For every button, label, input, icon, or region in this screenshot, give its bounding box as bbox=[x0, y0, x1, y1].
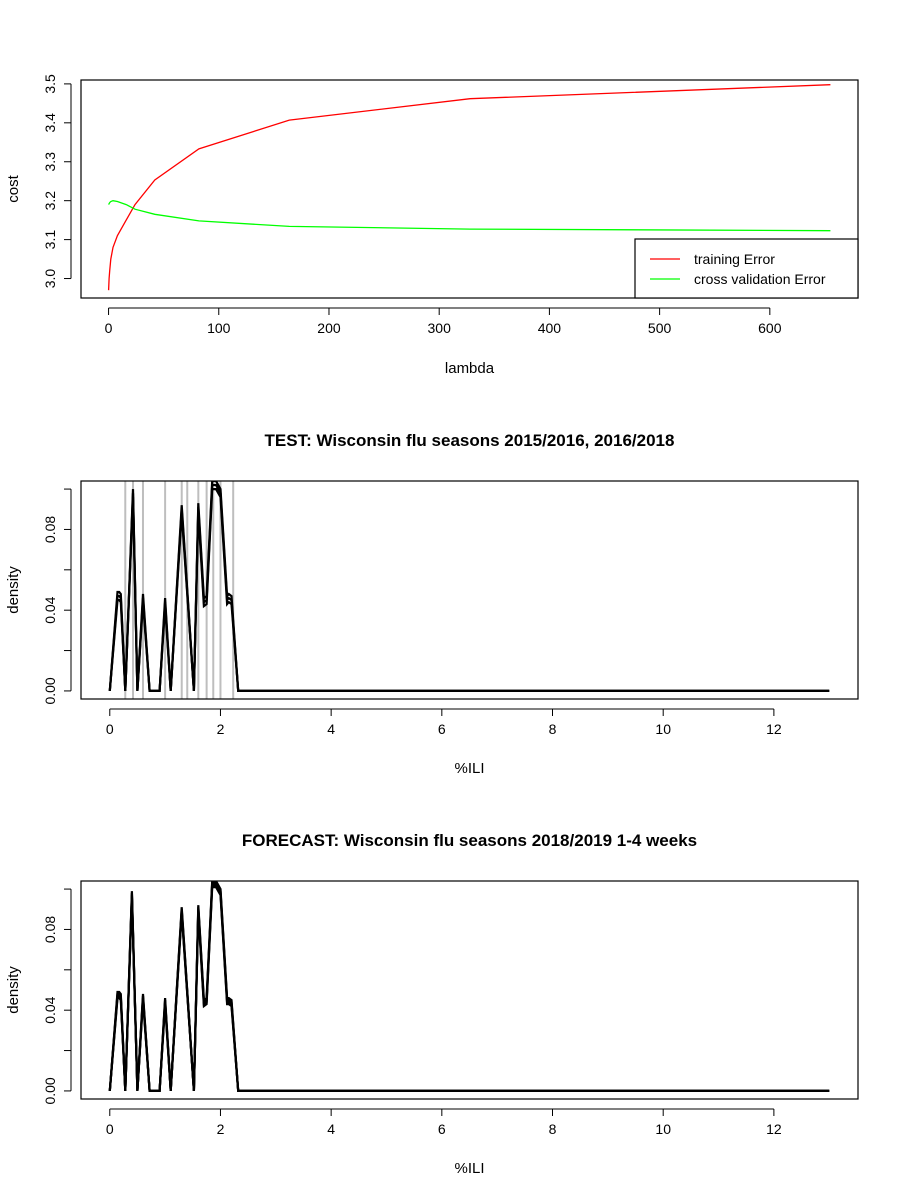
x-tick-label: 12 bbox=[766, 1121, 782, 1137]
x-tick-label: 4 bbox=[327, 1121, 335, 1137]
density-line bbox=[108, 883, 830, 1093]
y-tick-label: 3.2 bbox=[42, 191, 58, 211]
x-tick-label: 12 bbox=[766, 721, 782, 737]
plot-area bbox=[108, 481, 830, 699]
x-tick-label: 4 bbox=[327, 721, 335, 737]
x-tick-label: 500 bbox=[648, 320, 672, 336]
density-line bbox=[108, 481, 830, 693]
y-tick-label: 3.1 bbox=[42, 230, 58, 250]
density-line bbox=[108, 483, 830, 693]
chart-panel-2: TEST: Wisconsin flu seasons 2015/2016, 2… bbox=[5, 431, 859, 777]
x-tick-label: 400 bbox=[538, 320, 562, 336]
x-tick-label: 10 bbox=[655, 1121, 671, 1137]
x-axis-label: %ILI bbox=[454, 760, 484, 777]
density-line bbox=[108, 881, 830, 1093]
x-axis-label: %ILI bbox=[454, 1160, 484, 1177]
density-line bbox=[108, 488, 830, 693]
legend-box bbox=[634, 238, 859, 299]
x-axis-label: lambda bbox=[445, 360, 495, 377]
chart-panel-1: 0 100 200 300 400 500 600 lambda 3.0 3.1 3.2 3.3 3.4… bbox=[5, 74, 859, 377]
y-tick-label: 3.4 bbox=[42, 113, 58, 133]
plot-frame bbox=[80, 79, 859, 299]
x-tick-label: 200 bbox=[317, 320, 341, 336]
x-tick-label: 0 bbox=[106, 721, 114, 737]
legend-entry-label: training Error bbox=[694, 251, 775, 267]
y-tick-label: 0.08 bbox=[42, 516, 58, 543]
x-tick-label: 2 bbox=[217, 721, 225, 737]
chart-title: TEST: Wisconsin flu seasons 2015/2016, 2… bbox=[265, 431, 675, 450]
y-tick-label: 0.00 bbox=[42, 1077, 58, 1104]
y-tick-label: 0.04 bbox=[42, 996, 58, 1023]
density-line bbox=[108, 885, 830, 1093]
y-axis-label: density bbox=[5, 566, 22, 614]
series-line bbox=[108, 200, 831, 232]
x-tick-label: 100 bbox=[207, 320, 231, 336]
x-tick-label: 600 bbox=[758, 320, 782, 336]
x-tick-label: 300 bbox=[428, 320, 452, 336]
y-tick-label: 3.5 bbox=[42, 74, 58, 94]
x-tick-label: 6 bbox=[438, 721, 446, 737]
x-tick-label: 6 bbox=[438, 1121, 446, 1137]
chart-panel-3: FORECAST: Wisconsin flu seasons 2018/201… bbox=[5, 831, 859, 1177]
legend-entry-label: cross validation Error bbox=[694, 271, 826, 287]
plot-frame bbox=[80, 480, 859, 700]
y-axis-label: density bbox=[5, 966, 22, 1014]
x-tick-label: 8 bbox=[549, 1121, 557, 1137]
plot-area bbox=[107, 84, 831, 291]
y-axis-label: cost bbox=[5, 174, 22, 202]
y-tick-label: 3.0 bbox=[42, 269, 58, 289]
x-tick-label: 10 bbox=[655, 721, 671, 737]
x-tick-label: 0 bbox=[106, 1121, 114, 1137]
x-tick-label: 2 bbox=[217, 1121, 225, 1137]
chart-title: FORECAST: Wisconsin flu seasons 2018/201… bbox=[242, 831, 697, 850]
x-tick-label: 8 bbox=[549, 721, 557, 737]
x-tick-label: 0 bbox=[105, 320, 113, 336]
legend: training Error cross validation Error bbox=[634, 238, 859, 299]
y-tick-label: 3.3 bbox=[42, 152, 58, 172]
density-line bbox=[108, 881, 830, 1093]
series-line bbox=[107, 84, 831, 291]
y-tick-label: 0.04 bbox=[42, 596, 58, 623]
y-tick-label: 0.00 bbox=[42, 677, 58, 704]
plot-frame bbox=[80, 880, 859, 1100]
y-tick-label: 0.08 bbox=[42, 916, 58, 943]
plot-area bbox=[108, 881, 830, 1093]
